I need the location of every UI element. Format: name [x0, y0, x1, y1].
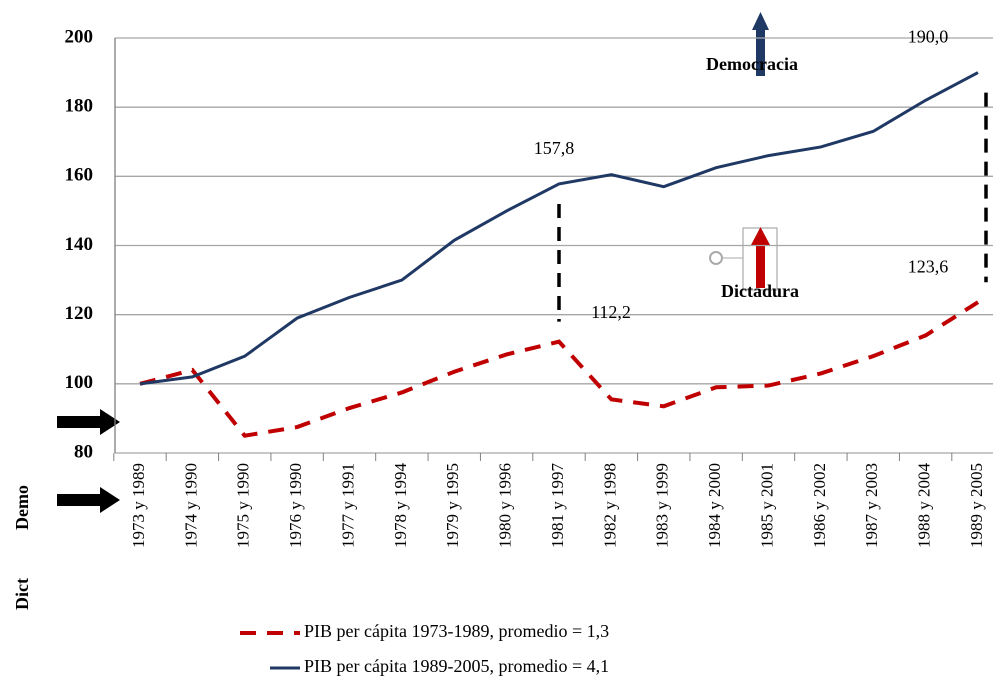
x-tick-label: 1985 y 2001 — [757, 463, 776, 548]
arrow-democracia — [752, 12, 769, 76]
x-tick-label: 1973 y 1989 — [129, 463, 148, 548]
y-tick-label: 80 — [74, 441, 93, 462]
y-tick-label: 200 — [65, 26, 94, 47]
x-tick-label: 1984 y 2000 — [705, 463, 724, 548]
x-tick-label: 1979 y 1995 — [443, 463, 462, 548]
y-tick-label: 100 — [65, 372, 94, 393]
series-line — [139, 71, 979, 386]
x-tick-label: 1977 y 1991 — [338, 463, 357, 548]
x-tick-label: 1988 y 2004 — [915, 463, 934, 549]
value-label: 157,8 — [534, 138, 575, 158]
x-tick-label: 1974 y 1990 — [181, 463, 200, 548]
arrow-dictadura — [709, 227, 778, 291]
x-tick-label: 1976 y 1990 — [286, 463, 305, 548]
y-tick-label: 180 — [65, 96, 94, 117]
legend-label: PIB per cápita 1989-2005, promedio = 4,1 — [304, 656, 609, 676]
annotation: Dictadura — [721, 281, 799, 301]
value-label: 123,6 — [908, 256, 949, 276]
legend-label: PIB per cápita 1973-1989, promedio = 1,3 — [304, 621, 609, 641]
y-tick-label: 140 — [65, 234, 94, 255]
x-tick-label: 1986 y 2002 — [810, 463, 829, 548]
x-tick-label: 1975 y 1990 — [234, 463, 253, 548]
black-arrow — [57, 487, 120, 513]
annotation: Democracia — [706, 54, 798, 74]
y-tick-label: 160 — [65, 165, 94, 186]
y-tick-label: 120 — [65, 303, 94, 324]
annotation: Demo — [12, 485, 32, 530]
x-tick-label: 1980 y 1996 — [496, 463, 515, 548]
x-tick-label: 1981 y 1997 — [548, 463, 567, 549]
x-tick-label: 1982 y 1998 — [600, 463, 619, 548]
value-label: 112,2 — [591, 302, 631, 322]
black-arrow — [57, 409, 120, 435]
x-tick-label: 1989 y 2005 — [967, 463, 986, 548]
x-tick-label: 1983 y 1999 — [653, 463, 672, 548]
annotation: Dict — [12, 578, 32, 610]
x-tick-label: 1978 y 1994 — [391, 463, 410, 549]
value-label: 190,0 — [908, 27, 949, 47]
series-line — [139, 300, 980, 438]
x-tick-label: 1987 y 2003 — [862, 463, 881, 548]
